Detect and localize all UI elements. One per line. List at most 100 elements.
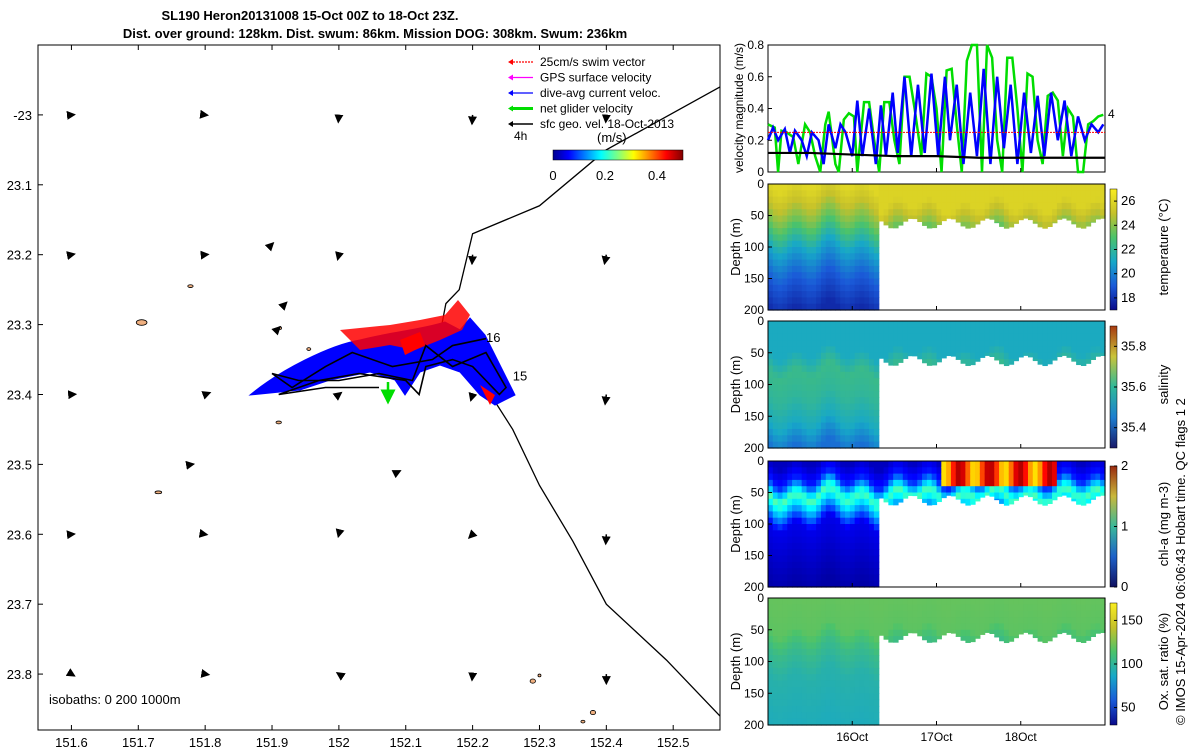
section-cell — [1037, 202, 1044, 210]
section-cell — [859, 416, 865, 424]
legend-arrowhead — [508, 121, 513, 127]
section-cell — [835, 416, 841, 424]
section-cell — [994, 333, 1000, 341]
map-y-tick-label: 23.1 — [7, 178, 32, 193]
section-cell — [835, 705, 841, 713]
section-cell — [845, 321, 851, 328]
section-cell — [869, 680, 875, 688]
section-cell — [816, 661, 822, 669]
section-cell — [772, 629, 779, 637]
section-cell — [835, 397, 841, 405]
section-cell — [989, 209, 995, 217]
section-cell — [806, 416, 812, 424]
section-cell — [912, 629, 918, 634]
section-cell — [796, 321, 803, 328]
section-cell — [878, 196, 885, 204]
section-colorbar-tick-label: 50 — [1121, 700, 1135, 715]
section-cell — [1090, 202, 1096, 210]
section-cell — [864, 247, 870, 254]
section-cell — [854, 655, 861, 663]
section-cell — [835, 574, 841, 582]
section-cell — [1018, 598, 1024, 605]
section-cell — [1042, 190, 1048, 198]
section-cell — [859, 636, 865, 644]
section-cell — [768, 686, 774, 694]
section-cell — [873, 505, 880, 512]
section-cell — [888, 598, 894, 605]
section-cell — [1061, 215, 1068, 219]
section-cell — [1047, 202, 1053, 210]
section-cell — [787, 435, 793, 443]
section-cell — [1013, 636, 1019, 639]
section-cell — [801, 536, 808, 544]
section-cell — [873, 184, 880, 191]
section-cell — [768, 303, 774, 311]
section-cell — [849, 705, 856, 713]
section-cell — [825, 291, 832, 298]
geo-vector-arrow — [468, 392, 478, 402]
section-cell — [864, 604, 870, 612]
section-cell — [787, 209, 793, 217]
section-cell — [854, 492, 861, 500]
section-cell — [801, 549, 808, 557]
section-cell — [859, 215, 865, 223]
section-cell — [864, 580, 870, 588]
section-cell — [849, 498, 856, 506]
section-cell — [873, 598, 880, 605]
section-cell — [994, 221, 1000, 224]
section-cell — [849, 680, 856, 688]
section-cell — [849, 517, 856, 525]
section-cell — [931, 202, 938, 210]
section-cell — [782, 530, 788, 538]
section-cell — [936, 333, 942, 341]
section-cell — [1003, 486, 1010, 494]
section-cell — [864, 555, 870, 563]
geo-vectors — [65, 109, 611, 686]
section-cell — [931, 636, 938, 643]
section-cell — [840, 240, 846, 248]
section-cell — [907, 486, 914, 494]
section-cell — [873, 511, 880, 519]
section-cell — [1066, 623, 1072, 631]
section-cell — [859, 196, 865, 204]
section-cell — [873, 240, 880, 248]
section-cell — [854, 435, 861, 443]
section-cell — [816, 327, 822, 335]
section-cell — [1090, 492, 1096, 500]
section-cell — [830, 303, 836, 311]
section-cell — [975, 215, 981, 223]
section-cell — [994, 492, 1000, 500]
section-cell — [801, 228, 808, 235]
section-cell — [796, 327, 803, 335]
section-cell — [1080, 184, 1087, 191]
section-cell — [950, 209, 957, 217]
section-cell — [1052, 604, 1058, 612]
section-cell — [816, 371, 822, 379]
section-cell — [806, 674, 812, 682]
section-cell — [845, 272, 851, 280]
section-cell — [854, 542, 861, 550]
section-cell — [792, 416, 798, 424]
section-cell — [849, 467, 856, 475]
section-cell — [820, 303, 827, 311]
section-cell — [845, 303, 851, 311]
section-cell — [1071, 190, 1077, 198]
section-cell — [859, 333, 865, 341]
section-cell — [816, 278, 822, 286]
section-cell — [859, 346, 865, 354]
section-cell — [873, 623, 880, 631]
section-cell — [835, 648, 841, 656]
section-cell — [1076, 598, 1082, 605]
section-y-tick-label: 0 — [757, 314, 764, 328]
section-cell — [796, 674, 803, 682]
section-cell — [926, 184, 933, 191]
section-cell — [806, 409, 812, 417]
map-y-tick-label: 23.2 — [7, 248, 32, 263]
velocity-panel: 00.20.40.60.8 4 velocity magnitude (m/s) — [732, 38, 1115, 179]
section-cell — [1100, 202, 1106, 210]
section-cell — [975, 461, 981, 468]
section-cell — [796, 561, 803, 569]
section-cell — [999, 333, 1005, 341]
section-cell — [873, 228, 880, 235]
section-cell — [854, 580, 861, 588]
